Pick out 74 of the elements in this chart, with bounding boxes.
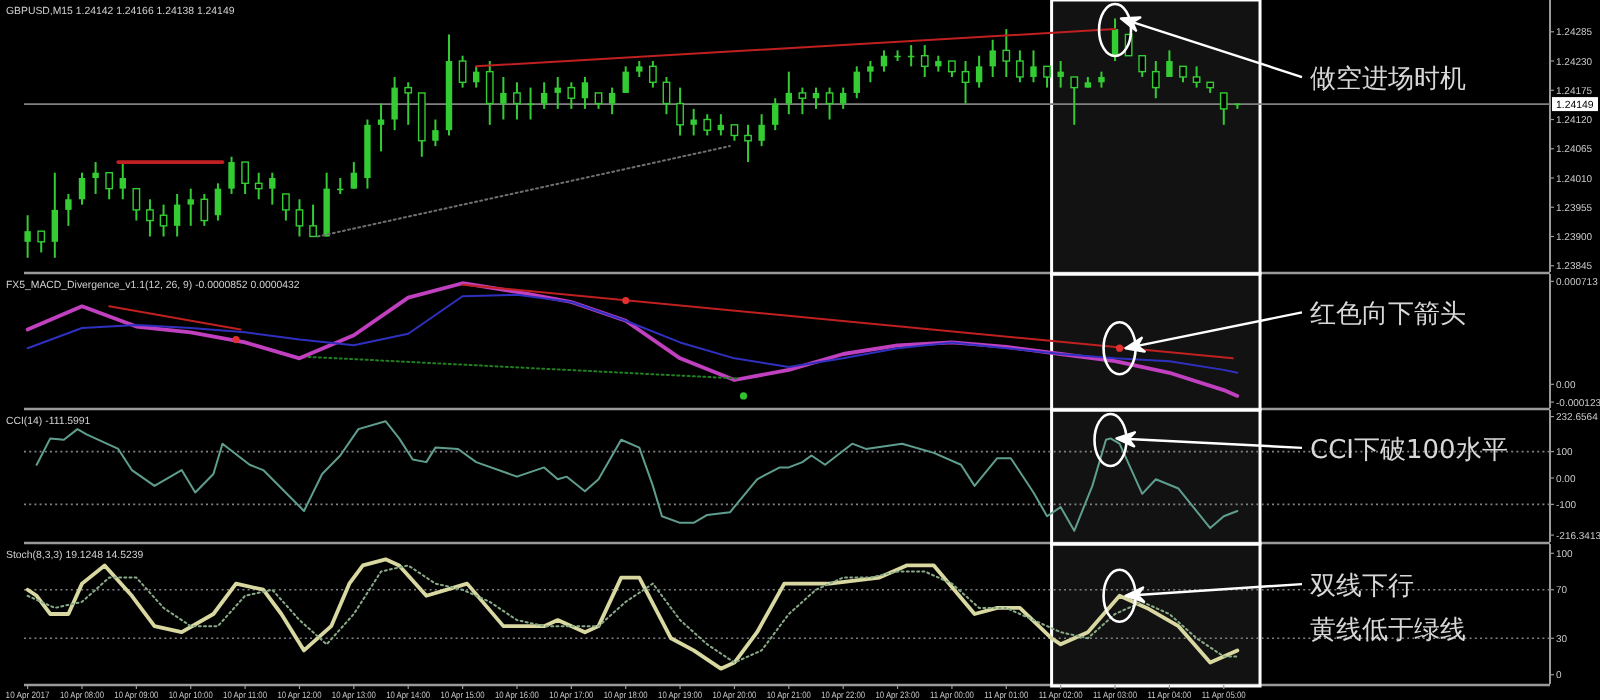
candlestick <box>513 81 521 121</box>
candlestick <box>839 86 847 110</box>
candlestick <box>432 118 439 148</box>
candlestick <box>581 75 589 110</box>
candlestick <box>105 171 114 201</box>
candlestick <box>540 81 548 110</box>
candlestick <box>676 86 684 137</box>
candlestick <box>254 171 263 201</box>
line-series <box>26 293 1239 374</box>
candlestick <box>785 70 793 116</box>
annotation: CCI下破100水平 <box>1310 435 1508 466</box>
annotation: 黄线低于绿线 <box>1310 616 1466 647</box>
candlestick <box>1070 75 1079 126</box>
candlestick <box>1030 49 1037 84</box>
candlestick <box>648 60 657 89</box>
candlestick <box>241 161 250 195</box>
candlestick <box>1138 54 1147 78</box>
candlestick <box>1002 28 1011 78</box>
candlestick <box>173 192 181 238</box>
candlestick <box>690 107 697 137</box>
candlestick <box>567 81 576 110</box>
candlestick <box>608 86 616 116</box>
candlestick <box>295 198 304 238</box>
candlestick <box>228 155 235 195</box>
candlestick <box>350 161 358 190</box>
candlestick <box>1219 91 1228 126</box>
candlestick <box>281 192 290 222</box>
candlestick <box>323 171 330 238</box>
point <box>739 392 748 400</box>
candlestick <box>1151 60 1160 100</box>
candlestick <box>187 187 194 227</box>
candlestick <box>853 65 860 100</box>
candlestick <box>132 187 141 222</box>
candlestick <box>24 214 31 259</box>
candlestick <box>78 171 86 206</box>
candlestick <box>1192 65 1201 89</box>
candlestick <box>1166 49 1173 78</box>
candlestick <box>51 171 59 259</box>
candlestick <box>119 161 126 201</box>
candlestick <box>458 54 467 89</box>
candlestick <box>1015 49 1024 84</box>
candlestick <box>92 161 99 195</box>
candlestick <box>391 75 398 132</box>
candlestick <box>703 113 712 137</box>
candlestick <box>146 198 154 238</box>
candlestick <box>200 192 209 227</box>
candlestick <box>159 203 168 238</box>
annotation: 双线下行 <box>1310 572 1414 603</box>
point <box>232 335 240 344</box>
candlestick <box>500 75 507 121</box>
annotation: 做空进场时机 <box>1310 65 1466 96</box>
candlestick <box>920 44 929 78</box>
candlestick <box>825 86 834 121</box>
candlestick <box>1057 60 1064 89</box>
candlestick <box>404 81 413 126</box>
candlestick <box>214 182 222 222</box>
point <box>622 296 630 305</box>
candlestick <box>772 97 779 132</box>
candlestick <box>417 91 426 158</box>
candlestick <box>1043 65 1051 89</box>
candlestick <box>798 86 807 116</box>
candlestick <box>269 171 276 206</box>
candlestick <box>975 54 983 89</box>
candlestick <box>867 60 874 84</box>
candlestick <box>485 60 494 126</box>
candlestick <box>961 60 970 105</box>
candlestick <box>622 65 629 94</box>
candlestick <box>744 123 752 164</box>
candlestick <box>989 38 996 78</box>
candlestick <box>37 230 46 254</box>
candlestick <box>65 192 72 227</box>
candlestick <box>758 113 765 148</box>
annotation: 红色向下箭头 <box>1310 300 1466 331</box>
candlestick <box>309 203 317 238</box>
